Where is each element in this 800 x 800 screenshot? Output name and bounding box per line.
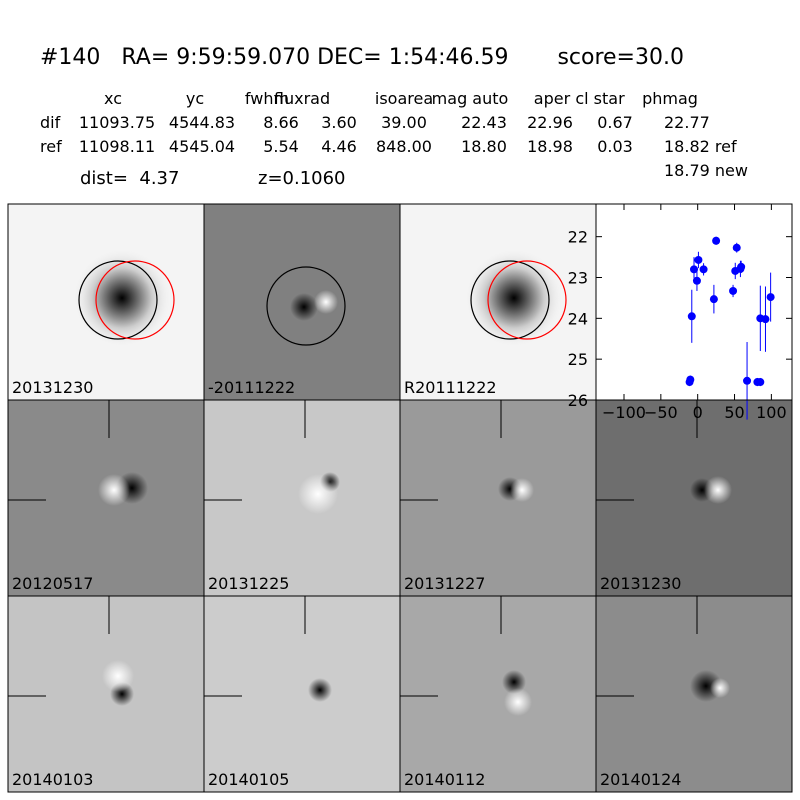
x-tick-label: −100 — [602, 403, 646, 422]
table-cell: 4544.83 — [169, 113, 235, 132]
blob — [102, 660, 134, 692]
stamp-label: 20131230 — [12, 378, 93, 397]
stamp-label: 20131227 — [404, 574, 485, 593]
extra-phmag: 18.79 new — [664, 161, 748, 180]
stamp-label: 20131230 — [600, 574, 681, 593]
data-point — [687, 312, 696, 321]
table-cell: 0.03 — [597, 137, 633, 156]
table-cell: 4.46 — [321, 137, 357, 156]
y-tick-label: 24 — [568, 309, 588, 328]
table-cell: 3.60 — [321, 113, 357, 132]
data-point — [766, 293, 775, 302]
stamp-image — [400, 400, 596, 596]
y-tick-label: 22 — [568, 228, 588, 247]
stamp-label: 20131225 — [208, 574, 289, 593]
blob — [98, 474, 130, 506]
plot-bg — [596, 204, 792, 400]
x-tick-label: 50 — [724, 403, 744, 422]
table-cell: 0.67 — [597, 113, 633, 132]
blob — [704, 476, 732, 504]
blob — [504, 688, 532, 716]
stamp-label: 20120517 — [12, 574, 93, 593]
data-point — [709, 295, 718, 304]
column-header: yc — [186, 89, 204, 108]
column-header: isoarea — [375, 89, 433, 108]
stamp-image — [204, 596, 400, 792]
stamp-label: R20111222 — [404, 378, 497, 397]
y-tick-label: 26 — [568, 391, 588, 410]
table-cell: 11093.75 — [79, 113, 155, 132]
x-tick-label: −50 — [644, 403, 678, 422]
x-tick-label: 100 — [756, 403, 787, 422]
stamp-image — [8, 596, 204, 792]
table-cell: 39.00 — [381, 113, 427, 132]
z-text: z=0.1060 — [258, 168, 346, 189]
stamp-label: 20140105 — [208, 770, 289, 789]
table-cell: 18.82 ref — [664, 137, 737, 156]
stamp-label: -20111222 — [208, 378, 295, 397]
data-point — [712, 236, 721, 245]
red-circle — [95, 260, 175, 340]
y-tick-label: 25 — [568, 350, 588, 369]
stamp-image — [400, 596, 596, 792]
stamp-frame — [595, 595, 793, 793]
row-label: dif — [40, 113, 61, 132]
black-circle — [470, 260, 550, 340]
data-point — [761, 315, 770, 324]
table-cell: 22.96 — [527, 113, 573, 132]
plot-frame — [595, 203, 793, 401]
blob — [710, 678, 730, 698]
table-cell: 848.00 — [376, 137, 432, 156]
column-header: mag auto — [432, 89, 509, 108]
table-cell: 22.43 — [461, 113, 507, 132]
data-point — [732, 243, 741, 252]
black-circle — [266, 266, 346, 346]
stamp-label: 20140112 — [404, 770, 485, 789]
column-header: phmag — [642, 89, 698, 108]
y-tick-label: 23 — [568, 269, 588, 288]
data-point — [686, 375, 695, 384]
data-point — [743, 376, 752, 385]
data-point — [694, 255, 703, 264]
table-cell: 18.80 — [461, 137, 507, 156]
galaxy — [464, 248, 564, 348]
blob — [314, 290, 338, 314]
data-point — [690, 265, 698, 274]
blob — [298, 474, 338, 514]
stamp-label: 20140103 — [12, 770, 93, 789]
dist-text: dist= 4.37 — [80, 168, 179, 189]
row-label: ref — [40, 137, 62, 156]
table-cell: 8.66 — [263, 113, 299, 132]
table-cell: 18.98 — [527, 137, 573, 156]
column-header: cl star — [575, 89, 625, 108]
blob — [510, 478, 534, 502]
red-circle — [487, 260, 567, 340]
data-point — [699, 265, 708, 274]
x-tick-label: 0 — [693, 403, 703, 422]
galaxy — [72, 248, 172, 348]
table-cell: 22.77 — [664, 113, 710, 132]
blob — [502, 670, 526, 694]
data-point — [737, 262, 746, 271]
black-circle — [78, 260, 158, 340]
column-header: fluxrad — [274, 89, 330, 108]
data-point — [692, 276, 701, 285]
table-cell: 11098.11 — [79, 137, 155, 156]
blob — [308, 678, 332, 702]
column-header: xc — [104, 89, 122, 108]
column-header: aper — [534, 89, 571, 108]
page-title: #140 RA= 9:59:59.070 DEC= 1:54:46.59 sco… — [40, 45, 684, 70]
column-header: fwhm — [245, 89, 289, 108]
stamp-label: 20140124 — [600, 770, 681, 789]
table-cell: 4545.04 — [169, 137, 235, 156]
data-point — [729, 286, 738, 295]
table-cell: 5.54 — [263, 137, 299, 156]
data-point — [756, 378, 765, 387]
blob — [290, 293, 318, 321]
